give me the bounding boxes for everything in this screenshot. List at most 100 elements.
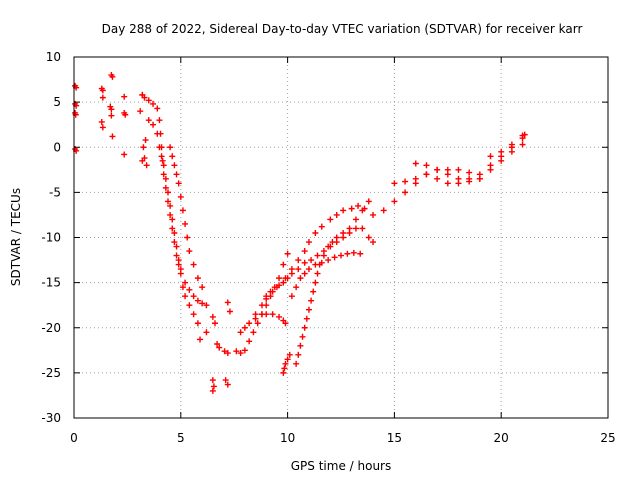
data-point bbox=[108, 106, 115, 113]
data-point bbox=[169, 216, 176, 223]
data-point bbox=[423, 171, 430, 178]
grid-layer bbox=[74, 57, 608, 418]
y-tick-label: 0 bbox=[53, 140, 61, 154]
data-point bbox=[320, 252, 327, 259]
data-point bbox=[263, 293, 270, 300]
data-point bbox=[346, 225, 353, 232]
data-point bbox=[139, 157, 146, 164]
data-point bbox=[250, 329, 257, 336]
x-tick-label: 20 bbox=[494, 431, 509, 445]
data-point bbox=[190, 311, 197, 318]
x-tick-label: 5 bbox=[177, 431, 185, 445]
data-point bbox=[167, 144, 174, 151]
data-point bbox=[222, 377, 229, 384]
data-point bbox=[352, 225, 359, 232]
data-point bbox=[109, 133, 116, 140]
data-point bbox=[241, 324, 248, 331]
data-point bbox=[466, 169, 473, 176]
data-point bbox=[301, 259, 308, 266]
data-point bbox=[156, 117, 163, 124]
data-point bbox=[284, 356, 291, 363]
data-point bbox=[140, 144, 147, 151]
data-point bbox=[297, 342, 304, 349]
data-point bbox=[186, 286, 193, 293]
x-tick-label: 25 bbox=[600, 431, 615, 445]
data-point bbox=[139, 91, 146, 98]
data-point bbox=[210, 383, 217, 390]
data-point bbox=[214, 340, 221, 347]
x-tick-label: 15 bbox=[387, 431, 402, 445]
data-point bbox=[329, 239, 336, 246]
data-point bbox=[99, 94, 106, 101]
data-point bbox=[177, 193, 184, 200]
data-point bbox=[284, 250, 291, 257]
data-point bbox=[209, 313, 216, 320]
data-point bbox=[444, 180, 451, 187]
data-point bbox=[355, 202, 362, 209]
data-point bbox=[173, 171, 180, 178]
data-point bbox=[280, 279, 287, 286]
data-point bbox=[327, 216, 334, 223]
data-point bbox=[301, 324, 308, 331]
data-point bbox=[310, 288, 317, 295]
data-series bbox=[72, 72, 150, 169]
data-point bbox=[293, 360, 300, 367]
data-point bbox=[359, 225, 366, 232]
data-point bbox=[280, 369, 287, 376]
data-point bbox=[305, 266, 312, 273]
data-point bbox=[301, 248, 308, 255]
data-point bbox=[179, 284, 186, 291]
data-point bbox=[162, 184, 169, 191]
data-point bbox=[314, 270, 321, 277]
chart-title: Day 288 of 2022, Sidereal Day-to-day VTE… bbox=[102, 22, 583, 36]
data-point bbox=[312, 279, 319, 286]
data-point bbox=[216, 344, 223, 351]
data-point bbox=[359, 207, 366, 214]
data-point bbox=[171, 162, 178, 169]
x-axis-label: GPS time / hours bbox=[291, 459, 392, 473]
data-series bbox=[280, 351, 293, 376]
data-point bbox=[352, 216, 359, 223]
data-point bbox=[211, 320, 218, 327]
data-series bbox=[139, 91, 201, 327]
data-point bbox=[99, 87, 106, 94]
data-point bbox=[164, 189, 171, 196]
y-tick-label: -30 bbox=[41, 411, 61, 425]
data-point bbox=[312, 261, 319, 268]
data-point bbox=[142, 137, 149, 144]
data-point bbox=[325, 257, 332, 264]
data-point bbox=[348, 205, 355, 212]
data-point bbox=[122, 111, 129, 118]
data-point bbox=[282, 275, 289, 282]
data-point bbox=[350, 249, 357, 256]
x-tick-label: 0 bbox=[70, 431, 78, 445]
data-point bbox=[164, 198, 171, 205]
data-point bbox=[246, 338, 253, 345]
data-point bbox=[143, 162, 150, 169]
data-point bbox=[173, 252, 180, 259]
data-point bbox=[331, 254, 338, 261]
data-point bbox=[158, 153, 165, 160]
data-point bbox=[190, 293, 197, 300]
data-point bbox=[344, 250, 351, 257]
data-point bbox=[145, 117, 152, 124]
data-point bbox=[179, 207, 186, 214]
data-point bbox=[466, 178, 473, 185]
data-point bbox=[194, 320, 201, 327]
data-point bbox=[175, 257, 182, 264]
data-point bbox=[224, 299, 231, 306]
data-point bbox=[333, 234, 340, 241]
data-point bbox=[182, 293, 189, 300]
data-point bbox=[314, 252, 321, 259]
data-point bbox=[241, 347, 248, 354]
data-series bbox=[288, 249, 364, 300]
data-point bbox=[476, 175, 483, 182]
data-point bbox=[159, 157, 166, 164]
data-point bbox=[340, 207, 347, 214]
data-point bbox=[423, 162, 430, 169]
data-point bbox=[254, 320, 261, 327]
data-point bbox=[280, 261, 287, 268]
y-tick-label: -5 bbox=[49, 185, 61, 199]
x-tick-label: 10 bbox=[280, 431, 295, 445]
data-point bbox=[203, 302, 210, 309]
